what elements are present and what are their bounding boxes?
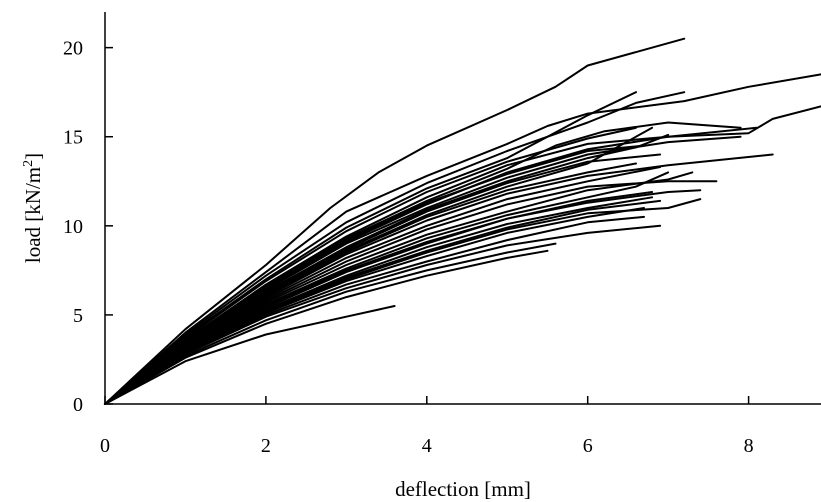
series-line-18 [104, 196, 654, 405]
x-tick-label: 6 [583, 435, 593, 457]
series-line-30 [104, 199, 662, 405]
series-line-27 [104, 144, 645, 405]
y-axis-label-main: load [kN/m [21, 167, 45, 263]
y-axis-label-superscript: 2 [21, 160, 36, 167]
series-line-22 [104, 224, 662, 405]
x-tick-label: 4 [422, 435, 432, 457]
series-line-11 [104, 126, 654, 405]
y-tick-label: 15 [63, 127, 83, 149]
y-ticks: 0 5 10 15 20 [63, 38, 113, 416]
series-line-9 [104, 133, 670, 405]
series-line-28 [104, 162, 637, 405]
series-line-24 [104, 249, 549, 405]
y-tick-label: 20 [63, 38, 83, 60]
y-axis-label-end: ] [21, 153, 45, 160]
series-line-4 [104, 91, 637, 405]
y-axis-label: load [kN/m2] [21, 153, 45, 263]
series-line-15 [104, 171, 694, 405]
series-line-2 [104, 73, 821, 405]
y-tick-label: 10 [63, 216, 83, 238]
y-tick-label: 5 [73, 305, 83, 327]
series-lines [104, 37, 821, 405]
series-line-7 [104, 126, 758, 405]
series-line-23 [104, 242, 557, 405]
x-tick-label: 8 [744, 435, 754, 457]
series-line-3 [104, 91, 686, 405]
series-line-1 [104, 37, 686, 405]
x-tick-label: 2 [261, 435, 271, 457]
x-axis-label: deflection [mm] [395, 477, 531, 501]
series-line-25 [104, 305, 396, 405]
x-ticks: 0 2 4 6 8 [100, 396, 754, 457]
y-tick-label: 0 [73, 394, 83, 416]
series-line-10 [104, 153, 662, 405]
x-tick-label: 0 [100, 435, 110, 457]
series-line-26 [104, 126, 637, 405]
axes [104, 12, 821, 405]
series-line-29 [104, 191, 654, 405]
